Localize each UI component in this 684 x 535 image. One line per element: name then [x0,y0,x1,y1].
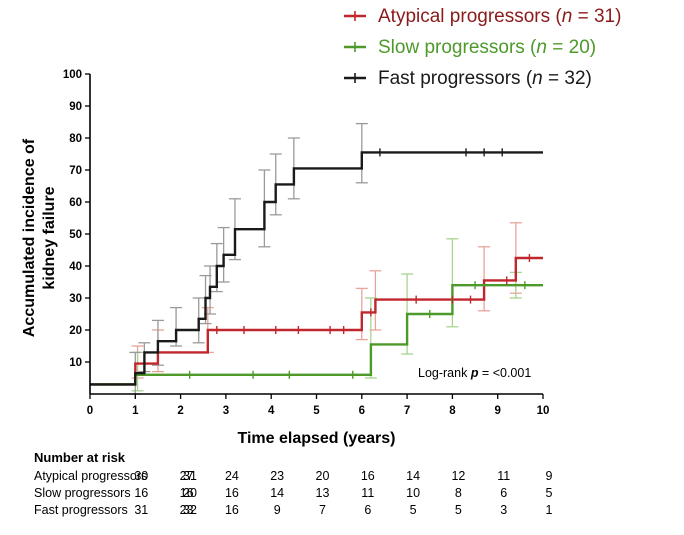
y-tick-label-50: 50 [69,229,82,241]
y-tick-label-80: 80 [69,133,82,145]
risk-value-0-2: 27 [180,469,194,483]
risk-value-0-4: 23 [270,469,284,483]
y-tick-label-30: 30 [69,293,82,305]
risk-value-2-0: 32 [183,503,197,517]
risk-value-1-5: 13 [316,486,330,500]
x-tick-label-7: 7 [404,405,410,417]
risk-value-0-5: 20 [316,469,330,483]
risk-value-2-7: 5 [410,503,417,517]
risk-table-title: Number at risk [34,450,126,465]
risk-value-0-6: 16 [361,469,375,483]
legend-n-slow: n [536,37,547,58]
log-rank-value: = <0.001 [478,366,531,380]
legend-label-fast: Fast progressors (n = 32) [378,68,592,89]
y-tick-label-40: 40 [69,261,82,273]
censor-marks-layer [188,148,531,379]
series-lines-layer [90,151,543,386]
risk-value-1-8: 8 [455,486,462,500]
series-line-fast [90,151,543,386]
risk-value-1-10: 5 [546,486,553,500]
risk-row-label-1: Slow progressors [34,486,131,500]
x-tick-label-0: 0 [87,405,93,417]
legend-name-slow: Slow progressors ( [378,37,537,58]
legend-n-fast: n [532,68,543,89]
risk-value-0-0: 31 [183,469,197,483]
x-tick-label-4: 4 [268,405,275,417]
legend-name-fast: Fast progressors ( [378,68,533,89]
risk-value-0-10: 9 [546,469,553,483]
y-axis-title-line-0: Accumulated incidence of [21,138,38,337]
risk-value-1-3: 16 [225,486,239,500]
x-tick-label-6: 6 [359,405,365,417]
annotation-layer: Log-rank p = <0.001 [418,366,531,380]
risk-value-1-6: 11 [361,486,374,500]
legend-count-fast: = 32) [543,68,592,89]
y-axis-title-line-1: kidney failure [41,186,58,289]
x-tick-label-10: 10 [537,405,550,417]
risk-value-1-2: 16 [180,486,194,500]
x-tick-label-2: 2 [177,405,183,417]
risk-row-label-2: Fast progressors [34,503,128,517]
y-axis-title: Accumulated incidence of kidney failure [21,138,58,337]
legend-n-atypical: n [562,6,573,27]
x-tick-label-3: 3 [223,405,229,417]
risk-value-2-5: 7 [319,503,326,517]
risk-value-0-3: 24 [225,469,239,483]
series-line-atypical [90,256,543,386]
y-tick-label-20: 20 [69,325,82,337]
risk-value-2-1: 31 [134,503,148,517]
log-rank-annotation: Log-rank p = <0.001 [418,366,531,380]
y-tick-label-10: 10 [69,357,82,369]
y-tick-label-90: 90 [69,101,82,113]
y-tick-label-100: 100 [63,69,82,81]
risk-value-0-8: 12 [451,469,465,483]
legend-label-slow: Slow progressors (n = 20) [378,37,596,58]
risk-value-2-8: 5 [455,503,462,517]
y-tick-label-70: 70 [69,165,82,177]
risk-value-2-3: 16 [225,503,239,517]
x-tick-label-5: 5 [313,405,320,417]
risk-value-2-4: 9 [274,503,281,517]
risk-value-0-1: 30 [134,469,148,483]
risk-value-2-10: 1 [546,503,553,517]
y-tick-label-60: 60 [69,197,82,209]
risk-value-1-9: 6 [500,486,507,500]
x-tick-label-8: 8 [449,405,456,417]
legend-name-atypical: Atypical progressors ( [378,6,562,27]
legend-label-atypical: Atypical progressors (n = 31) [378,6,621,27]
risk-value-0-9: 11 [497,469,510,483]
x-tick-label-9: 9 [494,405,500,417]
risk-value-0-7: 14 [406,469,420,483]
risk-value-2-9: 3 [500,503,507,517]
risk-value-2-6: 6 [364,503,371,517]
x-tick-label-1: 1 [132,405,139,417]
risk-value-1-1: 16 [134,486,148,500]
log-rank-p: p [470,366,479,380]
legend: Atypical progressors (n = 31)Slow progre… [344,6,621,89]
legend-count-atypical: = 31) [572,6,621,27]
risk-value-1-0: 20 [183,486,197,500]
risk-row-label-0: Atypical progressors [34,469,147,483]
x-axis-title: Time elapsed (years) [237,430,395,447]
log-rank-prefix: Log-rank [418,366,471,380]
legend-count-slow: = 20) [547,37,596,58]
axes: 0 1 2 3 4 5 6 7 8 9 10 10 20 30 40 50 60 70 80 90 100 Time el… [21,69,549,447]
risk-value-2-2: 23 [180,503,194,517]
risk-value-1-4: 14 [270,486,284,500]
risk-value-1-7: 10 [406,486,420,500]
